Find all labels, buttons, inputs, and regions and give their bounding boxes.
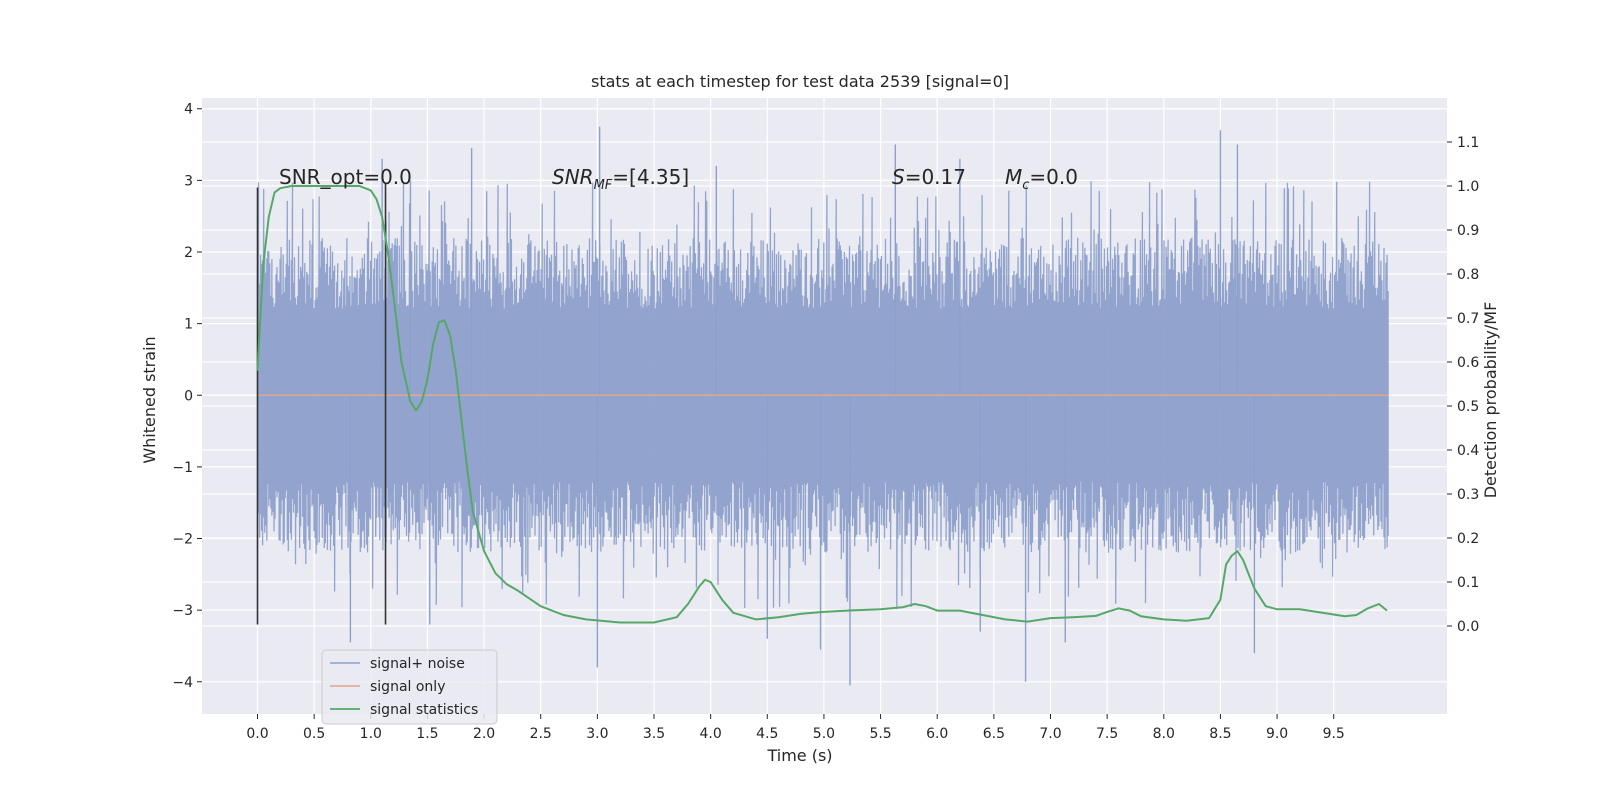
x-tick-label: 3.5 bbox=[643, 726, 665, 742]
y-tick-label: 0 bbox=[184, 388, 193, 404]
y2-tick-label: 0.0 bbox=[1457, 619, 1479, 635]
x-tick-label: 9.0 bbox=[1266, 726, 1288, 742]
x-tick-label: 2.5 bbox=[530, 726, 552, 742]
y2-tick-label: 0.8 bbox=[1457, 267, 1479, 283]
x-tick-label: 9.5 bbox=[1323, 726, 1345, 742]
y-tick-label: −3 bbox=[172, 603, 193, 619]
y-tick-label: −1 bbox=[172, 460, 193, 476]
y-tick-label: −2 bbox=[172, 532, 193, 548]
x-tick-label: 5.0 bbox=[813, 726, 835, 742]
x-axis-label: Time (s) bbox=[766, 746, 832, 765]
legend-label-signal-noise: signal+ noise bbox=[370, 656, 465, 672]
y2-tick-label: 0.1 bbox=[1457, 575, 1479, 591]
y-tick-label: 1 bbox=[184, 317, 193, 333]
x-tick-label: 1.0 bbox=[360, 726, 382, 742]
y-tick-label: 4 bbox=[184, 102, 193, 118]
y-tick-label: 3 bbox=[184, 173, 193, 189]
y-tick-label: −4 bbox=[172, 675, 193, 691]
x-tick-label: 4.0 bbox=[700, 726, 722, 742]
y2-tick-label: 0.7 bbox=[1457, 311, 1479, 327]
y2-tick-label: 0.9 bbox=[1457, 223, 1479, 239]
x-tick-label: 5.5 bbox=[869, 726, 891, 742]
y2-tick-label: 0.2 bbox=[1457, 531, 1479, 547]
annotation-mc: Mc=0.0 bbox=[1005, 165, 1078, 193]
y2-tick-label: 0.6 bbox=[1457, 355, 1479, 371]
y2-tick-label: 1.1 bbox=[1457, 135, 1479, 151]
legend-label-signal-only: signal only bbox=[370, 679, 445, 695]
chart-title: stats at each timestep for test data 253… bbox=[591, 72, 1009, 91]
legend-label-signal-statistics: signal statistics bbox=[370, 702, 478, 718]
x-tick-label: 8.0 bbox=[1153, 726, 1175, 742]
x-tick-label: 6.5 bbox=[983, 726, 1005, 742]
x-tick-label: 0.0 bbox=[246, 726, 268, 742]
y-axis-label: Whitened strain bbox=[140, 336, 159, 463]
y-tick-label: 2 bbox=[184, 245, 193, 261]
legend: signal+ noise signal only signal statist… bbox=[321, 649, 498, 725]
x-tick-label: 3.0 bbox=[586, 726, 608, 742]
legend-box bbox=[321, 649, 498, 725]
y2-tick-label: 1.0 bbox=[1457, 179, 1479, 195]
x-tick-label: 7.0 bbox=[1039, 726, 1061, 742]
x-tick-label: 8.5 bbox=[1209, 726, 1231, 742]
y2-tick-label: 0.3 bbox=[1457, 487, 1479, 503]
y2-tick-label: 0.5 bbox=[1457, 399, 1479, 415]
x-tick-label: 6.0 bbox=[926, 726, 948, 742]
x-tick-label: 2.0 bbox=[473, 726, 495, 742]
y2-tick-label: 0.4 bbox=[1457, 443, 1479, 459]
series-signal-statistics-line bbox=[256, 185, 1388, 624]
annotation-snr-opt: SNR_opt=0.0 bbox=[279, 165, 412, 189]
y2-axis-label: Detection probability/MF bbox=[1481, 302, 1500, 499]
annotation-snr-mf: SNRMF=[4.35] bbox=[552, 165, 689, 193]
x-tick-label: 0.5 bbox=[303, 726, 325, 742]
annotation-s: S=0.17 bbox=[892, 165, 966, 189]
x-tick-label: 4.5 bbox=[756, 726, 778, 742]
x-tick-label: 7.5 bbox=[1096, 726, 1118, 742]
x-tick-label: 1.5 bbox=[416, 726, 438, 742]
series-signal-noise-trace bbox=[256, 181, 1389, 610]
